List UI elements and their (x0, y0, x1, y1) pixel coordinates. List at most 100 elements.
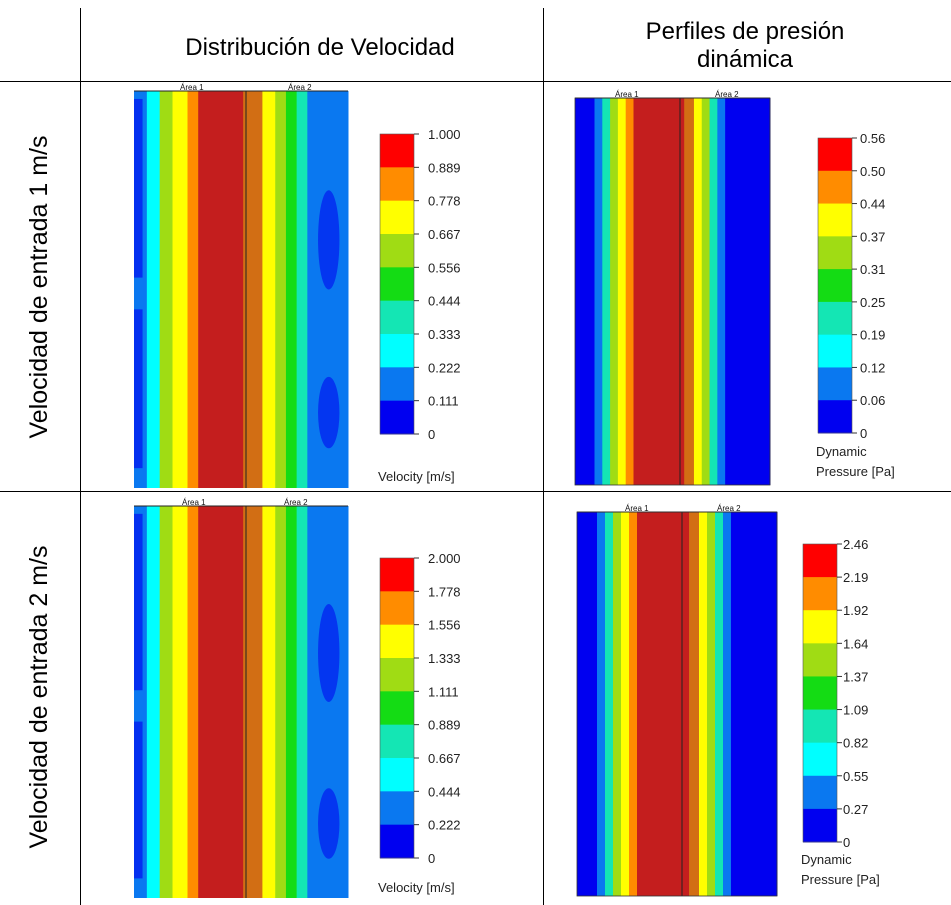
contour-band (625, 98, 634, 485)
contour-band (699, 512, 708, 896)
column-header-pressure: Perfiles de presión dinámica (645, 18, 845, 73)
colorbar-segment (380, 758, 414, 792)
table-row-separator (0, 491, 951, 492)
contour-band (275, 91, 287, 488)
colorbar-segment (818, 400, 852, 434)
colorbar-segment (803, 610, 837, 644)
contour-band (605, 512, 614, 896)
colorbar-tick-label: 1.556 (428, 618, 461, 633)
contour-band (689, 512, 700, 896)
area-label: Área 2 (715, 90, 739, 99)
contour-band (610, 98, 619, 485)
colorbar-tick-label: 0.55 (843, 769, 868, 784)
low-velocity-pocket (318, 788, 340, 859)
colorbar-tick-label: 0.82 (843, 736, 868, 751)
area-label: Área 1 (182, 498, 206, 507)
colorbar-tick-label: 1.111 (428, 684, 459, 699)
table-left-border (80, 8, 81, 905)
colorbar-segment (380, 724, 414, 759)
area-label: Área 1 (625, 504, 649, 513)
area-label: Área 1 (180, 83, 204, 92)
colorbar-segment (380, 367, 414, 402)
colorbar-tick-label: 1.000 (428, 127, 461, 142)
contour-band (243, 506, 263, 898)
contour-band (198, 506, 244, 898)
colorbar-tick-label: 1.333 (428, 651, 461, 666)
colorbar-tick-label: 0 (843, 835, 850, 850)
colorbar-segment (380, 234, 414, 268)
contour-band (637, 512, 690, 896)
area-label: Área 2 (288, 83, 312, 92)
colorbar-tick-label: 0.25 (860, 295, 885, 310)
contour-band (723, 512, 732, 896)
colorbar-segment (380, 691, 414, 726)
contour-plot (576, 511, 778, 897)
contour-band (146, 91, 161, 488)
colorbar-title: Pressure [Pa] (801, 872, 880, 887)
contour-band (709, 98, 718, 485)
colorbar-tick-label: 1.37 (843, 669, 868, 684)
column-header-velocity: Distribución de Velocidad (185, 34, 455, 61)
colorbar-segment (803, 643, 837, 677)
contour-band (296, 506, 308, 898)
colorbar-segment (380, 167, 414, 202)
contour-band (285, 91, 298, 488)
colorbar-tick-label: 0.44 (860, 197, 885, 212)
contour-band (613, 512, 622, 896)
colorbar-segment (818, 170, 852, 205)
colorbar: 2.46 2.19 1.92 1.64 1.37 1.09 0.82 0.55 0.27 0 Dyn… (801, 537, 880, 887)
colorbar-segment (803, 742, 837, 777)
area-label: Área 1 (615, 90, 639, 99)
colorbar-tick-label: 0.50 (860, 164, 885, 179)
colorbar-tick-label: 0.333 (428, 327, 461, 342)
contour-plot (134, 90, 349, 488)
contour-band (172, 91, 188, 488)
velocity-panel-2ms: Área 1 Área 2 2.000 1.778 1.556 1.333 1.111 0.8… (134, 496, 539, 898)
colorbar-tick-label: 0.667 (428, 227, 461, 242)
colorbar-segment (380, 791, 414, 826)
colorbar-tick-label: 2.19 (843, 570, 868, 585)
velocity-contour-1ms: Área 1 Área 2 1.000 0.889 0.778 0.667 0.556 0.4… (134, 83, 461, 488)
contour-band (296, 91, 308, 488)
row-header-2ms: Velocidad de entrada 2 m/s (25, 545, 53, 849)
contour-band (597, 512, 606, 896)
colorbar-segment (818, 301, 852, 336)
low-velocity-edge (134, 513, 143, 691)
colorbar-segment (380, 400, 414, 435)
plot-frame (576, 511, 778, 897)
colorbar-tick-label: 0.19 (860, 328, 885, 343)
colorbar-segment (803, 775, 837, 810)
contour-band (715, 512, 724, 896)
contour-band (693, 98, 703, 485)
velocity-panel-1ms: Área 1 Área 2 1.000 0.889 0.778 0.667 0.556 0.4… (134, 83, 539, 488)
colorbar-title: Velocity [m/s] (378, 880, 455, 895)
colorbar-tick-label: 0.889 (428, 160, 461, 175)
colorbar-tick-label: 0 (860, 426, 867, 441)
colorbar-tick-label: 0 (428, 427, 435, 442)
contour-band (172, 506, 188, 898)
colorbar-segment (803, 808, 837, 843)
contour-band (633, 98, 685, 485)
colorbar-segment (803, 676, 837, 711)
colorbar-tick-label: 0.556 (428, 260, 461, 275)
colorbar: 0.56 0.50 0.44 0.37 0.31 0.25 0.19 0.12 0.06 0 Dyn… (816, 131, 895, 479)
contour-plot (574, 97, 771, 486)
colorbar-segment (380, 624, 414, 659)
colorbar-tick-label: 0.889 (428, 718, 461, 733)
contour-band (159, 91, 174, 488)
colorbar-segment (803, 544, 837, 578)
colorbar-segment (818, 334, 852, 368)
colorbar-tick-label: 1.92 (843, 603, 868, 618)
colorbar-frame (802, 543, 838, 843)
colorbar: 2.000 1.778 1.556 1.333 1.111 0.889 0.667 0.444… (378, 551, 461, 895)
colorbar-frame (817, 137, 853, 434)
contour-band (617, 98, 627, 485)
colorbar-segment (818, 203, 852, 237)
table-header-separator (0, 81, 951, 82)
colorbar-segment (380, 658, 414, 692)
contour-band (629, 512, 638, 896)
contour-band (159, 506, 174, 898)
contour-band (701, 98, 711, 485)
colorbar-segment (380, 591, 414, 626)
plot-frame (574, 97, 771, 486)
